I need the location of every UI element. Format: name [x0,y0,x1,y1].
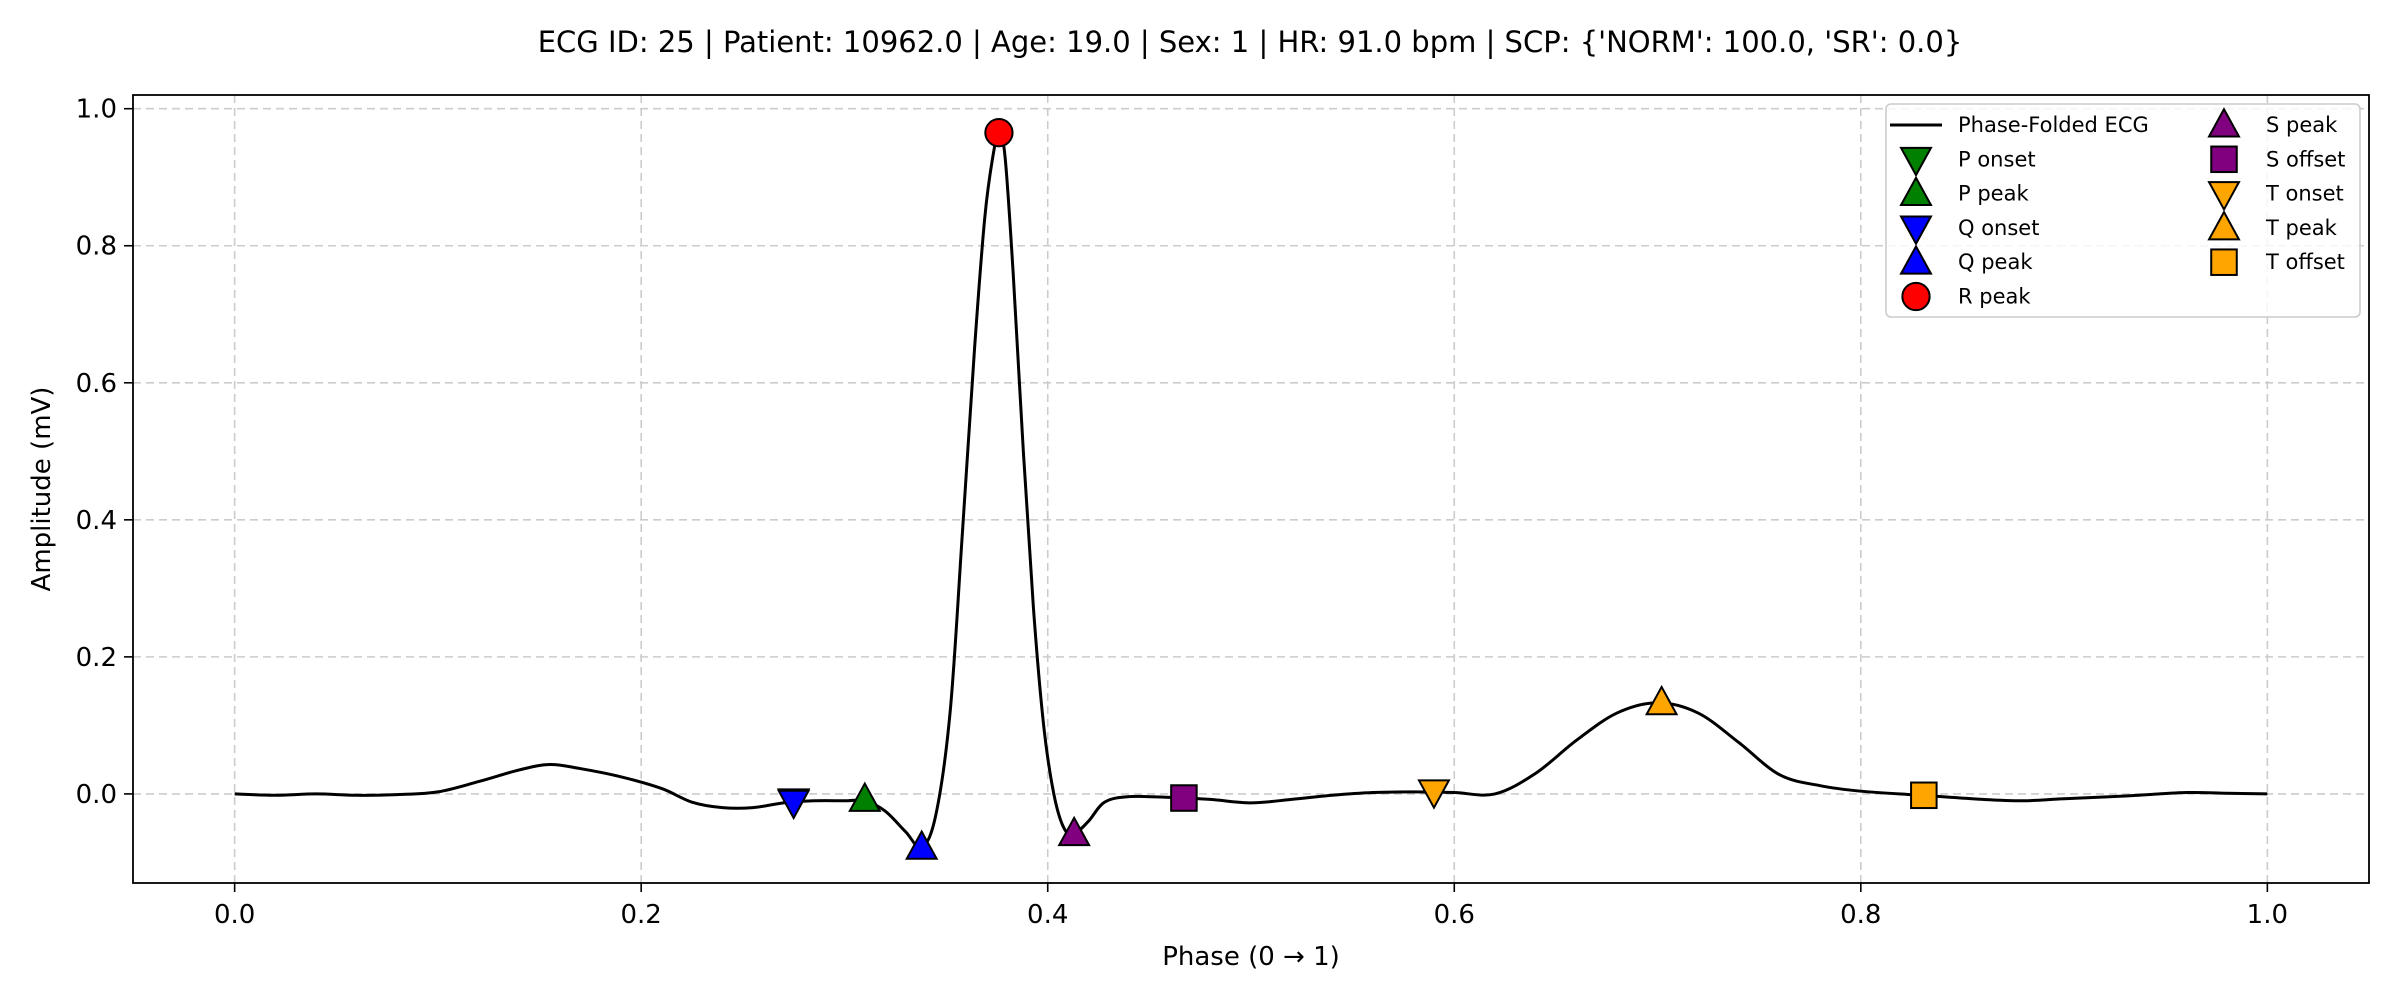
legend-box [1885,103,2361,318]
legend-p-onset-label: P onset [1958,147,2036,171]
y-axis-label: Amplitude (mV) [27,387,57,592]
t-offset-marker [1910,781,1938,810]
r-peak-marker [984,118,1014,148]
y-tick-label: 0.0 [76,780,117,810]
x-tick-label: 0.8 [1840,900,1881,930]
y-tick-label: 0.2 [76,643,117,673]
legend-t-onset-label: T onset [2265,182,2344,206]
legend-s-peak-label: S peak [2266,113,2338,137]
legend-p-peak-label: P peak [1958,182,2029,206]
x-tick-label: 0.2 [621,900,662,930]
marker-layer [776,118,1938,860]
series-layer [234,131,2268,850]
y-tick-label: 0.4 [76,506,117,536]
legend-q-peak-swatch [1899,244,1933,275]
t-peak-marker [1644,684,1679,716]
legend-q-onset-label: Q onset [1958,216,2039,240]
legend-t-offset-swatch [2210,248,2238,276]
chart-title: ECG ID: 25 | Patient: 10962.0 | Age: 19.… [538,25,1963,59]
x-axis-label: Phase (0 → 1) [1162,942,1340,972]
x-tick-label: 0.6 [1434,900,1475,930]
p-peak-marker [848,781,882,812]
legend-t-peak-label: T peak [2265,216,2338,240]
legend-s-offset-swatch [2210,145,2238,174]
legend-phase-folded-ecg-label: Phase-Folded ECG [1958,113,2149,137]
legend-s-offset-label: S offset [2266,147,2345,171]
legend-t-offset-label: T offset [2265,250,2345,274]
legend-q-peak-label: Q peak [1958,250,2033,274]
t-onset-marker [1417,779,1451,810]
y-tick-label: 0.8 [76,232,117,262]
y-axis-ticks: 0.0 0.2 0.4 0.6 0.8 1.0 [76,95,133,810]
s-offset-marker [1170,784,1198,812]
legend-t-onset-swatch [2207,181,2241,212]
x-axis-ticks: 0.0 0.2 0.4 0.6 0.8 1.0 [214,883,2288,930]
legend-s-peak-swatch [2207,107,2241,138]
legend: Phase-Folded ECG P onset P peak Q onset Q pe… [1885,103,2361,318]
q-peak-marker [905,829,939,860]
x-tick-label: 0.0 [214,900,255,930]
legend-r-peak-swatch [1901,281,1931,312]
legend-q-onset-swatch [1899,215,1933,246]
plot-frame [132,94,2370,884]
legend-t-peak-swatch [2207,209,2241,241]
q-onset-marker [776,789,811,821]
y-tick-label: 1.0 [76,95,117,125]
ecg-series-line [234,131,2268,850]
legend-p-onset-swatch [1899,146,1933,178]
s-peak-marker [1057,815,1091,847]
legend-p-peak-swatch [1899,175,1933,207]
x-tick-label: 0.4 [1027,900,1068,930]
y-tick-label: 0.6 [76,369,117,399]
x-tick-label: 1.0 [2247,900,2288,930]
legend-r-peak-label: R peak [1958,285,2031,309]
